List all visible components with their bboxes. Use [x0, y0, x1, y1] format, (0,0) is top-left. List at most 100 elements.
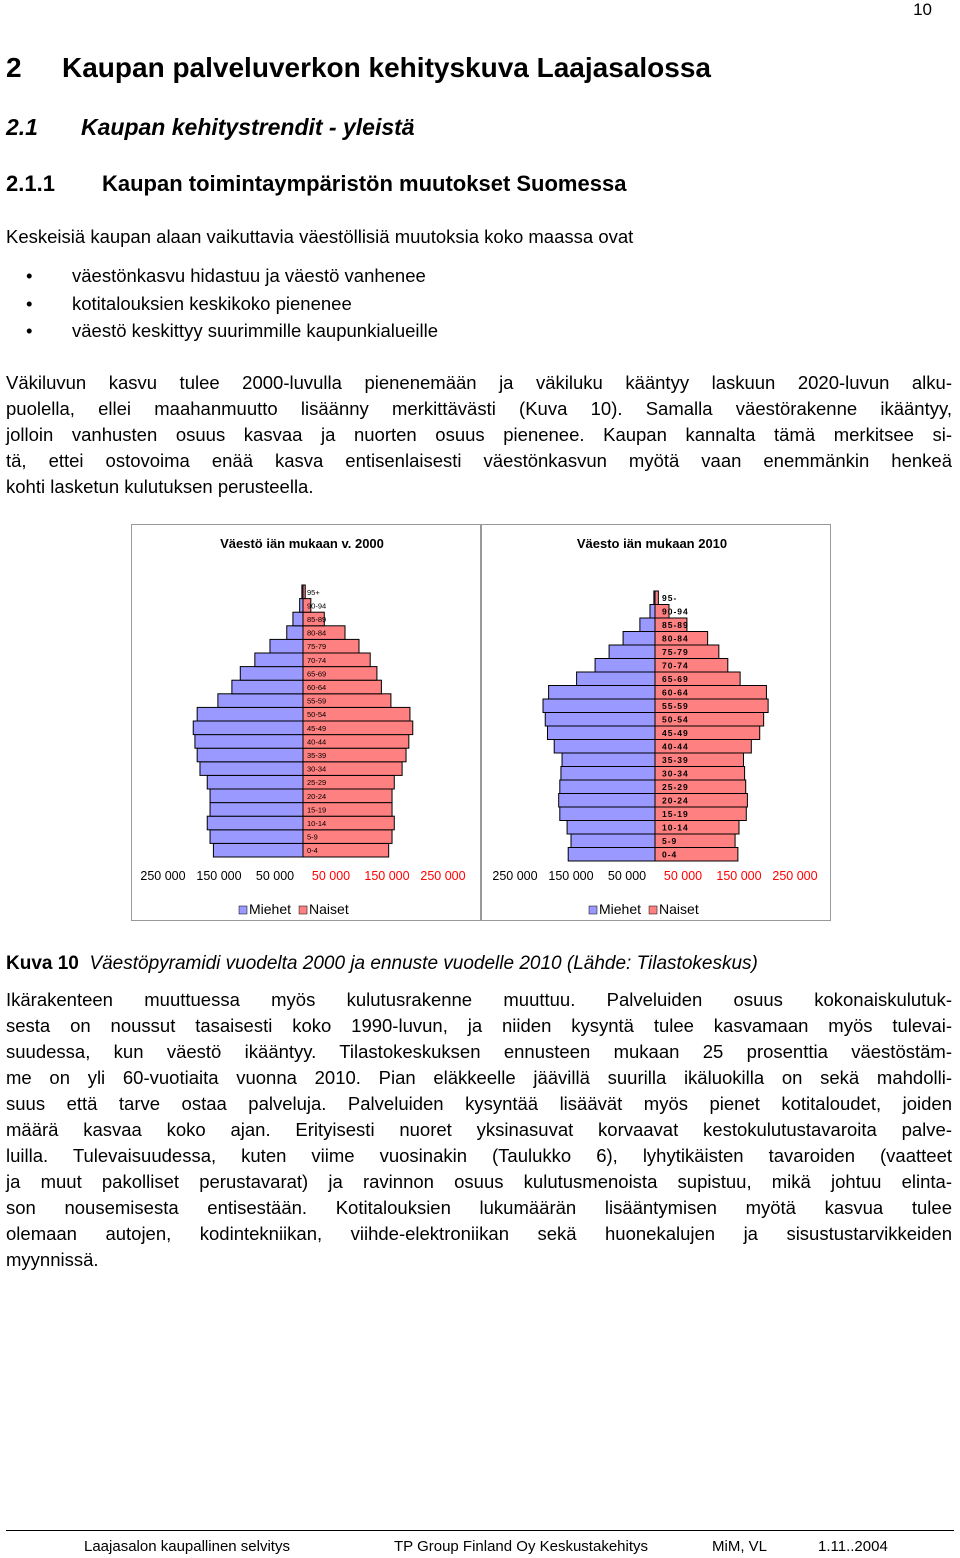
bar [576, 671, 656, 686]
bar [231, 679, 304, 695]
intro: Keskeisiä kaupan alaan vaikuttavia väest… [6, 226, 634, 247]
text-line: kohti lasketun kulutuksen perusteella. [6, 476, 314, 497]
bar [194, 734, 304, 749]
bar [622, 631, 656, 646]
category-label: 90-94 [307, 601, 326, 610]
category-label: 15-19 [307, 805, 326, 814]
bar [206, 815, 304, 831]
bar [192, 720, 304, 736]
category-label: 60-64 [307, 683, 326, 692]
legend-label: Miehet [599, 901, 641, 917]
legend-label: Naiset [659, 901, 699, 917]
bar [654, 604, 670, 619]
caption-label: Kuva 10 [6, 953, 79, 974]
bar [560, 766, 656, 781]
bar [608, 644, 656, 659]
bar [209, 829, 304, 844]
x-tick-label: 250 000 [772, 869, 817, 883]
category-label: 25-29 [307, 778, 326, 787]
x-tick-label: 150 000 [548, 869, 593, 883]
text-line: Ikärakenteen muuttuessa myös kulutusrake… [6, 989, 952, 1010]
caption: Kuva 10 Väestöpyramidi vuodelta 2000 ja … [6, 953, 758, 975]
text-line: son nousemisesta entisestään. Kotitalouk… [6, 1197, 952, 1218]
text-line: määrä kasvaa koko ajan. Erityisesti nuor… [6, 1119, 952, 1140]
category-label: 5-9 [662, 836, 677, 846]
text-line: olemaan autojen, kodintekniikan, viihde-… [6, 1223, 952, 1244]
bar [196, 706, 304, 722]
bar [559, 806, 656, 821]
x-tick-label: 250 000 [492, 869, 537, 883]
category-label: 60-64 [662, 687, 689, 697]
heading: 2.1.1 Kaupan toimintaympäristön muutokset… [6, 171, 626, 197]
category-label: 10-14 [662, 822, 689, 832]
category-label: 15-19 [662, 809, 689, 819]
category-label: 10-14 [307, 819, 326, 828]
bar [559, 779, 656, 794]
chart: Väesto iän mukaan 2010 0-4 5-9 10-14 15-19 20… [481, 524, 831, 921]
x-tick-label: 150 000 [716, 869, 761, 883]
legend-swatch [588, 905, 598, 915]
bar [594, 658, 656, 673]
x-tick-label: 50 000 [256, 869, 294, 883]
category-label: 75-79 [662, 647, 689, 657]
x-tick-label: 250 000 [420, 869, 465, 883]
bullet-item: kotitalouksien keskikoko pienenee [0, 290, 900, 318]
x-tick-label: 50 000 [608, 869, 646, 883]
chart-title: Väesto iän mukaan 2010 [577, 536, 727, 551]
legend-label: Naiset [309, 901, 349, 917]
category-label: 45-49 [662, 728, 689, 738]
category-label: 90-94 [662, 606, 689, 616]
bar [206, 774, 304, 790]
category-label: 95- [662, 593, 677, 603]
text-line: Väkiluvun kasvu tulee 2000-luvulla piene… [6, 372, 952, 393]
legend-label: Miehet [249, 901, 291, 917]
bar [286, 625, 304, 640]
footer-text: TP Group Finland Oy Keskustakehitys [394, 1538, 649, 1555]
chart-title: Väestö iän mukaan v. 2000 [220, 536, 384, 551]
x-tick-label: 50 000 [664, 869, 702, 883]
category-label: 30-34 [662, 768, 689, 778]
bar [639, 617, 656, 632]
category-label: 20-24 [307, 792, 326, 801]
category-label: 35-39 [307, 751, 326, 760]
bar [299, 598, 304, 613]
category-label: 85-89 [662, 620, 689, 630]
bar [567, 847, 656, 862]
heading-number: 2 [6, 52, 22, 83]
text-line: jolloin vanhusten osuus kasvaa ja nuorte… [6, 424, 952, 445]
text-line: luilla. Tulevaisuudessa, kuten viime vuo… [6, 1145, 952, 1166]
footer-text: Laajasalon kaupallinen selvitys [84, 1538, 290, 1555]
text-line: ja muut pakolliset perustavarat) ja ravi… [6, 1171, 952, 1192]
bar [302, 598, 312, 613]
bar [654, 590, 659, 605]
text-line: suudessa, kun väestö ikääntyy. Tilastoke… [6, 1041, 952, 1062]
bar [566, 820, 656, 835]
category-label: 65-69 [307, 669, 326, 678]
caption-text: Väestöpyramidi vuodelta 2000 ja ennuste … [89, 953, 758, 974]
heading: 2.1 Kaupan kehitystrendit - yleistä [6, 114, 415, 141]
page-number: 10 [913, 0, 932, 19]
bar [542, 698, 656, 713]
category-label: 70-74 [307, 656, 326, 665]
category-label: 50-54 [307, 710, 326, 719]
bar [254, 652, 304, 668]
category-label: 55-59 [662, 701, 689, 711]
legend-swatch [238, 905, 248, 915]
bar [548, 685, 656, 700]
x-tick-label: 150 000 [196, 869, 241, 883]
heading-number: 2.1.1 [6, 171, 55, 196]
category-label: 0-4 [307, 846, 318, 855]
category-label: 40-44 [307, 737, 326, 746]
bar [239, 666, 304, 681]
footer-text: MiM, VL [712, 1538, 768, 1555]
text-line: me on yli 60-vuotiaita vuonna 2010. Pian… [6, 1067, 952, 1088]
category-label: 5-9 [307, 833, 318, 842]
category-label: 75-79 [307, 642, 326, 651]
bar [196, 747, 304, 763]
category-label: 35-39 [662, 755, 689, 765]
bullet-item: väestö keskittyy suurimmille kaupunkialu… [0, 317, 900, 345]
category-label: 95+ [307, 588, 320, 597]
category-label: 40-44 [662, 741, 689, 751]
category-label: 70-74 [662, 660, 689, 670]
